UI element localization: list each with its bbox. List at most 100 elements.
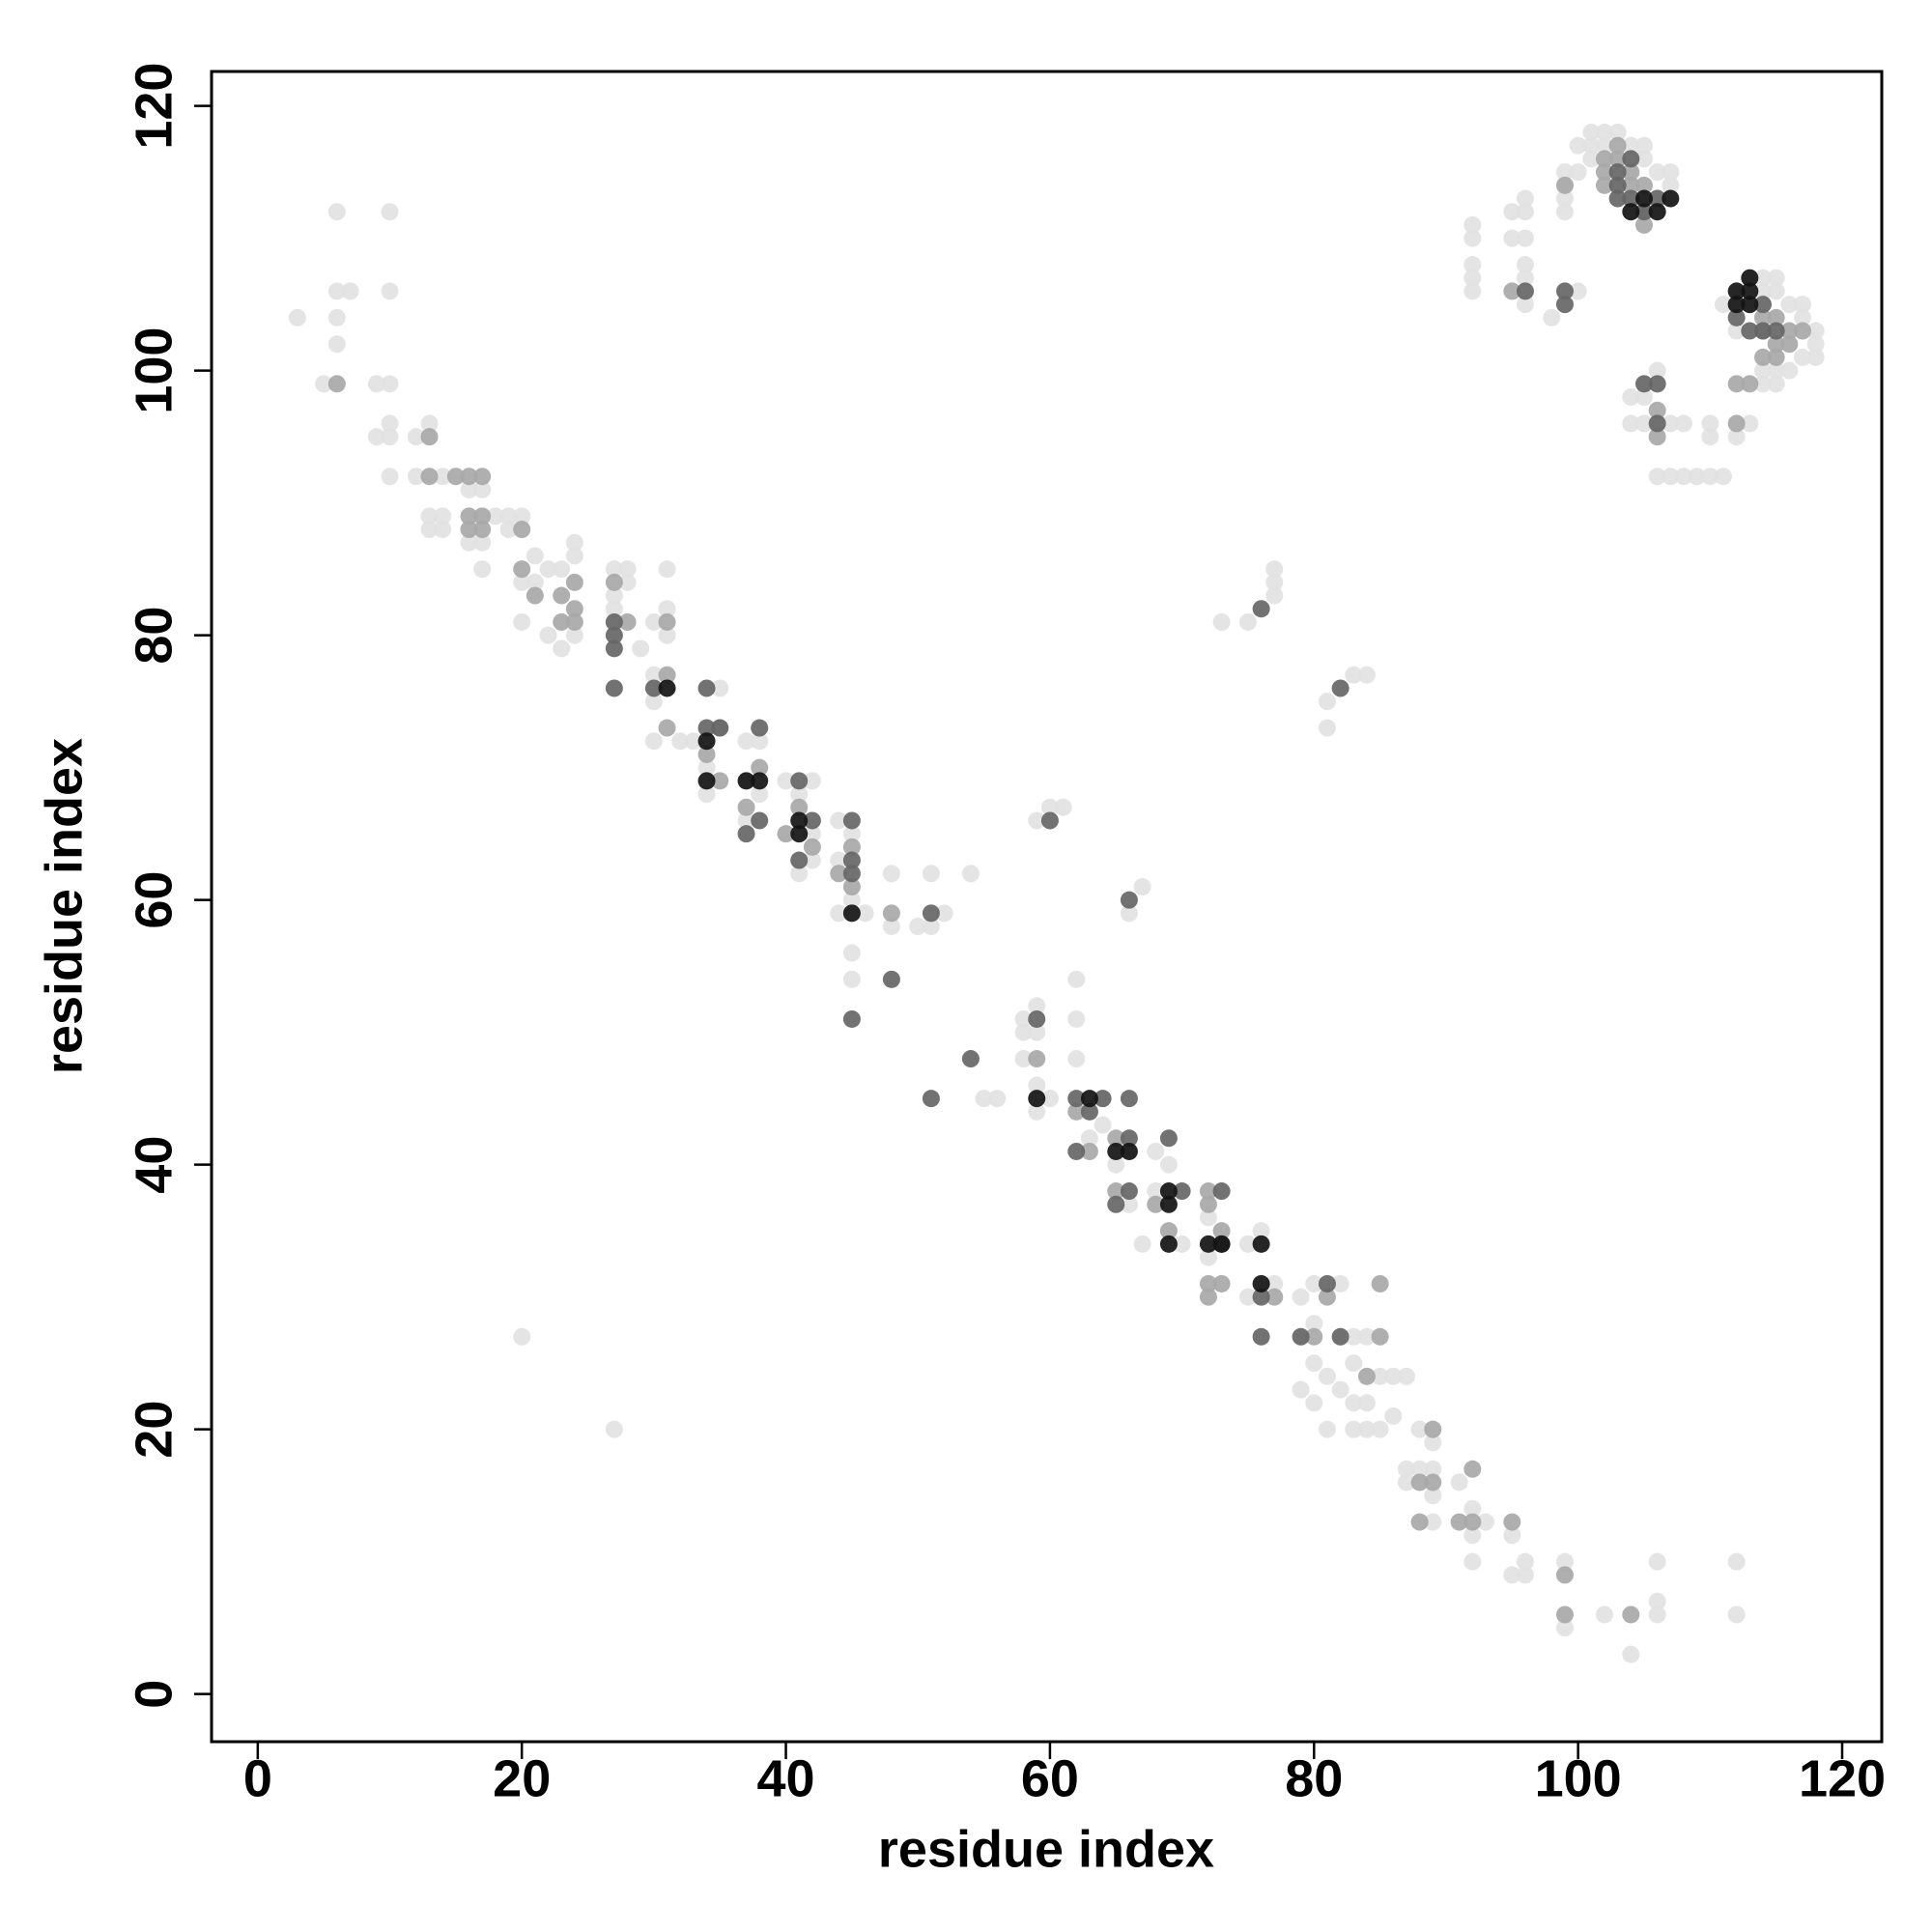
contact-point bbox=[830, 904, 848, 923]
contact-point bbox=[1503, 1526, 1521, 1545]
contact-point bbox=[1662, 414, 1680, 433]
contact-point bbox=[460, 521, 478, 539]
contact-point bbox=[1622, 414, 1640, 433]
contact-point bbox=[1094, 1116, 1112, 1134]
contact-point bbox=[1357, 1394, 1376, 1412]
contact-point bbox=[790, 865, 809, 883]
contact-point bbox=[922, 918, 940, 936]
contact-point bbox=[1608, 136, 1627, 155]
y-tick-label: 80 bbox=[125, 607, 183, 665]
contact-point bbox=[697, 732, 716, 751]
contact-point bbox=[1741, 414, 1759, 433]
contact-point bbox=[1780, 322, 1799, 340]
contact-point bbox=[1634, 189, 1653, 208]
contact-point bbox=[1028, 1009, 1046, 1028]
contact-point bbox=[526, 547, 544, 565]
contact-point bbox=[1252, 1235, 1270, 1253]
contact-point bbox=[1318, 719, 1336, 737]
contact-point bbox=[1384, 1406, 1403, 1425]
contact-point bbox=[1516, 229, 1534, 247]
contact-point bbox=[856, 904, 874, 923]
contact-point bbox=[605, 586, 623, 605]
contact-point bbox=[553, 612, 571, 631]
contact-point bbox=[1780, 296, 1799, 314]
contact-point bbox=[737, 732, 755, 751]
contact-point bbox=[1662, 176, 1680, 194]
contact-point bbox=[1741, 375, 1759, 393]
contact-point bbox=[751, 719, 769, 737]
contact-point bbox=[1463, 1552, 1482, 1571]
x-tick-label: 60 bbox=[1021, 1749, 1079, 1807]
contact-point bbox=[1569, 163, 1587, 182]
contact-point bbox=[1463, 269, 1482, 287]
contact-point bbox=[1555, 189, 1574, 208]
contact-point bbox=[1543, 308, 1561, 327]
contact-point bbox=[1582, 124, 1601, 142]
x-tick-label: 120 bbox=[1799, 1749, 1886, 1807]
contact-point bbox=[658, 679, 676, 697]
contact-point bbox=[1133, 1235, 1151, 1253]
contact-point bbox=[671, 732, 690, 751]
contact-point bbox=[1397, 1473, 1415, 1492]
contact-point bbox=[1345, 1354, 1363, 1373]
contact-point bbox=[1714, 296, 1732, 314]
contact-point bbox=[605, 679, 623, 697]
contact-point bbox=[1595, 1605, 1613, 1624]
contact-point bbox=[1701, 468, 1719, 486]
contact-point bbox=[1292, 1288, 1310, 1306]
contact-point bbox=[632, 639, 650, 658]
contact-point bbox=[1028, 997, 1046, 1015]
contact-point bbox=[842, 904, 861, 923]
contact-point bbox=[1569, 136, 1587, 155]
contact-point bbox=[803, 811, 821, 830]
x-tick-label: 20 bbox=[493, 1749, 551, 1807]
contact-point bbox=[1582, 150, 1601, 168]
contact-point bbox=[1701, 428, 1719, 446]
contact-point bbox=[1424, 1487, 1442, 1505]
contact-point bbox=[1767, 269, 1785, 287]
contact-point bbox=[1199, 1195, 1217, 1213]
contact-point bbox=[1028, 1050, 1046, 1068]
contact-point bbox=[1622, 189, 1640, 208]
contact-point bbox=[1634, 414, 1653, 433]
contact-point bbox=[737, 798, 755, 816]
contact-point bbox=[697, 758, 716, 777]
contact-point bbox=[697, 785, 716, 804]
contact-point bbox=[605, 1420, 623, 1438]
contact-point bbox=[420, 507, 439, 526]
contact-point bbox=[1555, 176, 1574, 194]
contact-point bbox=[1634, 136, 1653, 155]
contact-point bbox=[381, 428, 399, 446]
contact-point bbox=[1318, 1367, 1336, 1385]
contact-point bbox=[842, 838, 861, 856]
contact-point bbox=[1648, 401, 1666, 419]
contact-point bbox=[1265, 1274, 1284, 1293]
contact-point bbox=[1424, 1473, 1442, 1492]
contact-point bbox=[1727, 1605, 1746, 1624]
contact-point bbox=[1252, 1222, 1270, 1240]
contact-point bbox=[1463, 1513, 1482, 1531]
contact-point bbox=[315, 375, 333, 393]
contact-point bbox=[539, 626, 557, 644]
contact-point bbox=[1345, 1394, 1363, 1412]
contact-point bbox=[1410, 1460, 1429, 1478]
contact-point bbox=[658, 600, 676, 618]
contact-point bbox=[1714, 468, 1732, 486]
contact-point bbox=[1622, 1645, 1640, 1663]
contact-point bbox=[1516, 296, 1534, 314]
contact-point bbox=[513, 507, 531, 526]
contact-point bbox=[644, 666, 663, 684]
contact-point bbox=[1688, 468, 1706, 486]
contact-point bbox=[605, 573, 623, 591]
contact-point bbox=[842, 891, 861, 909]
contact-point bbox=[1410, 1513, 1429, 1531]
contact-point bbox=[1648, 1552, 1666, 1571]
contact-point bbox=[1634, 388, 1653, 407]
contact-point bbox=[1727, 296, 1746, 314]
contact-point bbox=[1331, 679, 1350, 697]
contact-point bbox=[1147, 1195, 1165, 1213]
contact-point bbox=[842, 865, 861, 883]
contact-point bbox=[1265, 573, 1284, 591]
contact-point bbox=[434, 507, 452, 526]
contact-point bbox=[1727, 428, 1746, 446]
